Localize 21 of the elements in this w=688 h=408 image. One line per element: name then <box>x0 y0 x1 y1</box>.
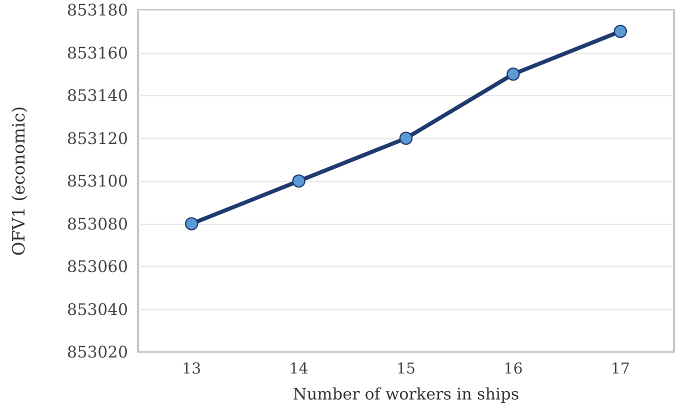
y-tick-label: 853160 <box>66 43 128 62</box>
point <box>185 217 198 230</box>
y-tick-label: 853100 <box>66 172 128 190</box>
point <box>292 174 306 188</box>
y-tick-label: 853060 <box>66 257 128 276</box>
point <box>614 24 627 38</box>
x-tick-label: 15 <box>396 360 416 378</box>
y-tick-label: 853040 <box>66 300 128 319</box>
x-axis-title: Number of workers in ships <box>292 384 520 404</box>
x-tick-label: 14 <box>289 360 308 378</box>
point <box>506 68 520 81</box>
point <box>399 132 413 145</box>
y-tick-label: 853120 <box>66 128 128 148</box>
y-axis-title: OFV1 (economic) <box>10 106 30 256</box>
y-tick-label: 853020 <box>66 342 128 362</box>
x-tick-label: 13 <box>182 360 202 378</box>
x-tick-label: 16 <box>504 360 523 378</box>
y-tick-label: 853180 <box>66 0 128 20</box>
y-tick-label: 853140 <box>66 86 128 105</box>
y-tick-label: 853080 <box>66 214 128 234</box>
x-tick-label: 17 <box>610 360 630 378</box>
